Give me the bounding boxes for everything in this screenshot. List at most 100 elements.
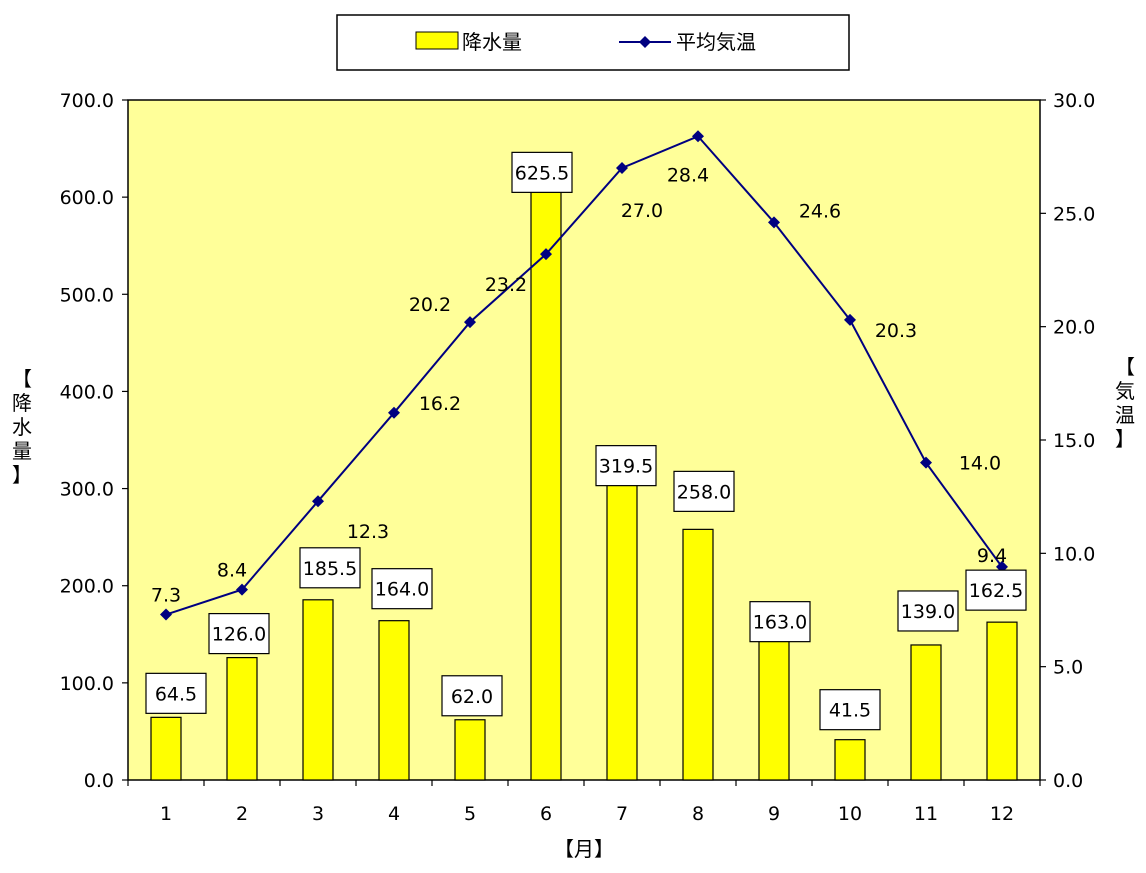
data-labels: 64.5 126.0 185.5 164.0 62.0 625.5 319.5 258.0 16…	[145, 151, 1027, 731]
legend-marker-icon	[639, 36, 651, 48]
x-tick-label: 7	[616, 803, 628, 825]
temperature-value-label: 27.0	[621, 200, 663, 222]
precip-value-box	[441, 675, 503, 717]
temperature-marker	[540, 248, 552, 261]
precip-value-label: 162.5	[969, 580, 1023, 602]
y-left-title-char: 量	[12, 439, 32, 463]
temperature-marker	[236, 583, 248, 596]
temperature-marker	[844, 313, 856, 326]
precip-value-box	[371, 568, 433, 610]
y-right-tick-label: 30.0	[1053, 90, 1095, 112]
y-left-tick-label: 600.0	[60, 187, 114, 209]
plot-area	[127, 99, 1041, 781]
x-tick-label: 3	[312, 803, 324, 825]
temperature-marker	[312, 495, 324, 508]
precip-bar	[986, 621, 1018, 781]
precip-bar	[302, 599, 334, 781]
precip-value-label: 319.5	[599, 456, 653, 478]
x-tick-label: 4	[388, 803, 400, 825]
precip-bar	[530, 171, 562, 781]
temperature-value-label: 23.2	[485, 274, 527, 296]
y-right-title-char: 気	[1115, 379, 1135, 403]
precip-value-label: 258.0	[677, 481, 731, 503]
x-axis-title: 【月】	[554, 837, 614, 861]
y-right-tick-label: 25.0	[1053, 203, 1095, 225]
precip-bar	[910, 644, 942, 781]
legend-label-precipitation: 降水量	[462, 30, 522, 54]
x-tick-label: 5	[464, 803, 476, 825]
y-left-title-char: 水	[12, 415, 32, 439]
temperature-value-label: 16.2	[419, 393, 461, 415]
precip-value-label: 164.0	[375, 579, 429, 601]
legend-box	[336, 14, 850, 71]
y-left-tick-label: 0.0	[84, 770, 114, 792]
y-right-tick-label: 0.0	[1053, 770, 1083, 792]
y-axis-title-left: 【降水量】	[12, 367, 32, 487]
legend-bar-swatch	[415, 31, 459, 50]
precip-value-label: 185.5	[303, 558, 357, 580]
precip-value-box	[749, 601, 811, 643]
precip-value-label: 126.0	[212, 624, 266, 646]
bars	[150, 171, 1018, 781]
y-left-tick-label: 400.0	[60, 381, 114, 403]
precip-value-box	[299, 547, 361, 589]
temperature-marker	[692, 130, 704, 143]
precip-value-box	[965, 569, 1027, 611]
x-tick-label: 8	[692, 803, 704, 825]
legend-label-temperature: 平均気温	[676, 30, 756, 54]
y-left-tick-label: 200.0	[60, 576, 114, 598]
precip-value-label: 625.5	[515, 162, 569, 184]
x-tick-label: 9	[768, 803, 780, 825]
temperature-marker	[388, 406, 400, 419]
precip-value-box	[595, 445, 657, 487]
precip-value-box	[673, 470, 735, 512]
precip-value-label: 62.0	[451, 686, 493, 708]
y-left-title-char: 】	[12, 463, 32, 487]
y-left-title-char: 【	[12, 367, 32, 391]
precip-value-label: 163.0	[753, 612, 807, 634]
temperature-polyline	[165, 135, 1003, 616]
x-tick-label: 11	[914, 803, 938, 825]
precip-bar	[378, 620, 410, 781]
temperature-value-label: 24.6	[799, 200, 841, 222]
y-left-tick-label: 300.0	[60, 479, 114, 501]
y-right-title-char: 【	[1115, 355, 1135, 379]
precip-bar	[606, 469, 638, 781]
precip-value-label: 139.0	[901, 601, 955, 623]
temperature-marker	[616, 162, 628, 174]
y-right-title-char: 】	[1115, 427, 1135, 451]
precip-value-box	[819, 689, 881, 731]
precip-value-box	[145, 672, 207, 714]
precip-value-box	[511, 151, 573, 193]
temperature-marker	[160, 608, 172, 621]
precip-value-box	[208, 612, 270, 655]
temperature-value-label: 12.3	[347, 521, 389, 543]
x-tick-label: 12	[990, 803, 1014, 825]
y-left-tick-label: 700.0	[60, 90, 114, 112]
temperature-value-label: 7.3	[151, 585, 181, 607]
y-left-tick-label: 500.0	[60, 284, 114, 306]
temperature-value-label: 8.4	[217, 560, 247, 582]
y-right-title-char: 温	[1115, 403, 1135, 427]
precip-bar	[454, 719, 486, 781]
y-left-tick-label: 100.0	[60, 673, 114, 695]
axes: 0.0 100.0 200.0 300.0 400.0 500.0 600.0 700.0 0.…	[60, 90, 1096, 825]
precip-bar	[682, 528, 714, 781]
temperature-value-label: 9.4	[977, 545, 1007, 567]
y-right-tick-label: 15.0	[1053, 430, 1095, 452]
temperature-value-label: 20.3	[875, 320, 917, 342]
y-axis-title-right: 【気温】	[1115, 355, 1135, 451]
temperature-marker	[920, 456, 932, 469]
precip-value-label: 64.5	[155, 683, 197, 705]
temperature-value-label: 20.2	[409, 294, 451, 316]
precip-bar	[834, 739, 866, 781]
precip-bar	[150, 716, 182, 781]
precip-bar	[758, 621, 790, 781]
y-right-tick-label: 10.0	[1053, 543, 1095, 565]
temperature-marker	[464, 316, 476, 329]
x-tick-label: 6	[540, 803, 552, 825]
precip-value-box	[897, 590, 959, 632]
legend: 降水量 平均気温	[336, 14, 850, 71]
x-tick-label: 2	[236, 803, 248, 825]
